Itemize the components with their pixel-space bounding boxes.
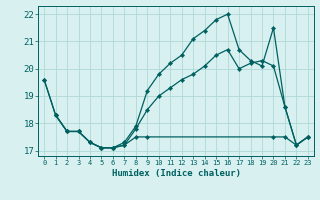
X-axis label: Humidex (Indice chaleur): Humidex (Indice chaleur) (111, 169, 241, 178)
